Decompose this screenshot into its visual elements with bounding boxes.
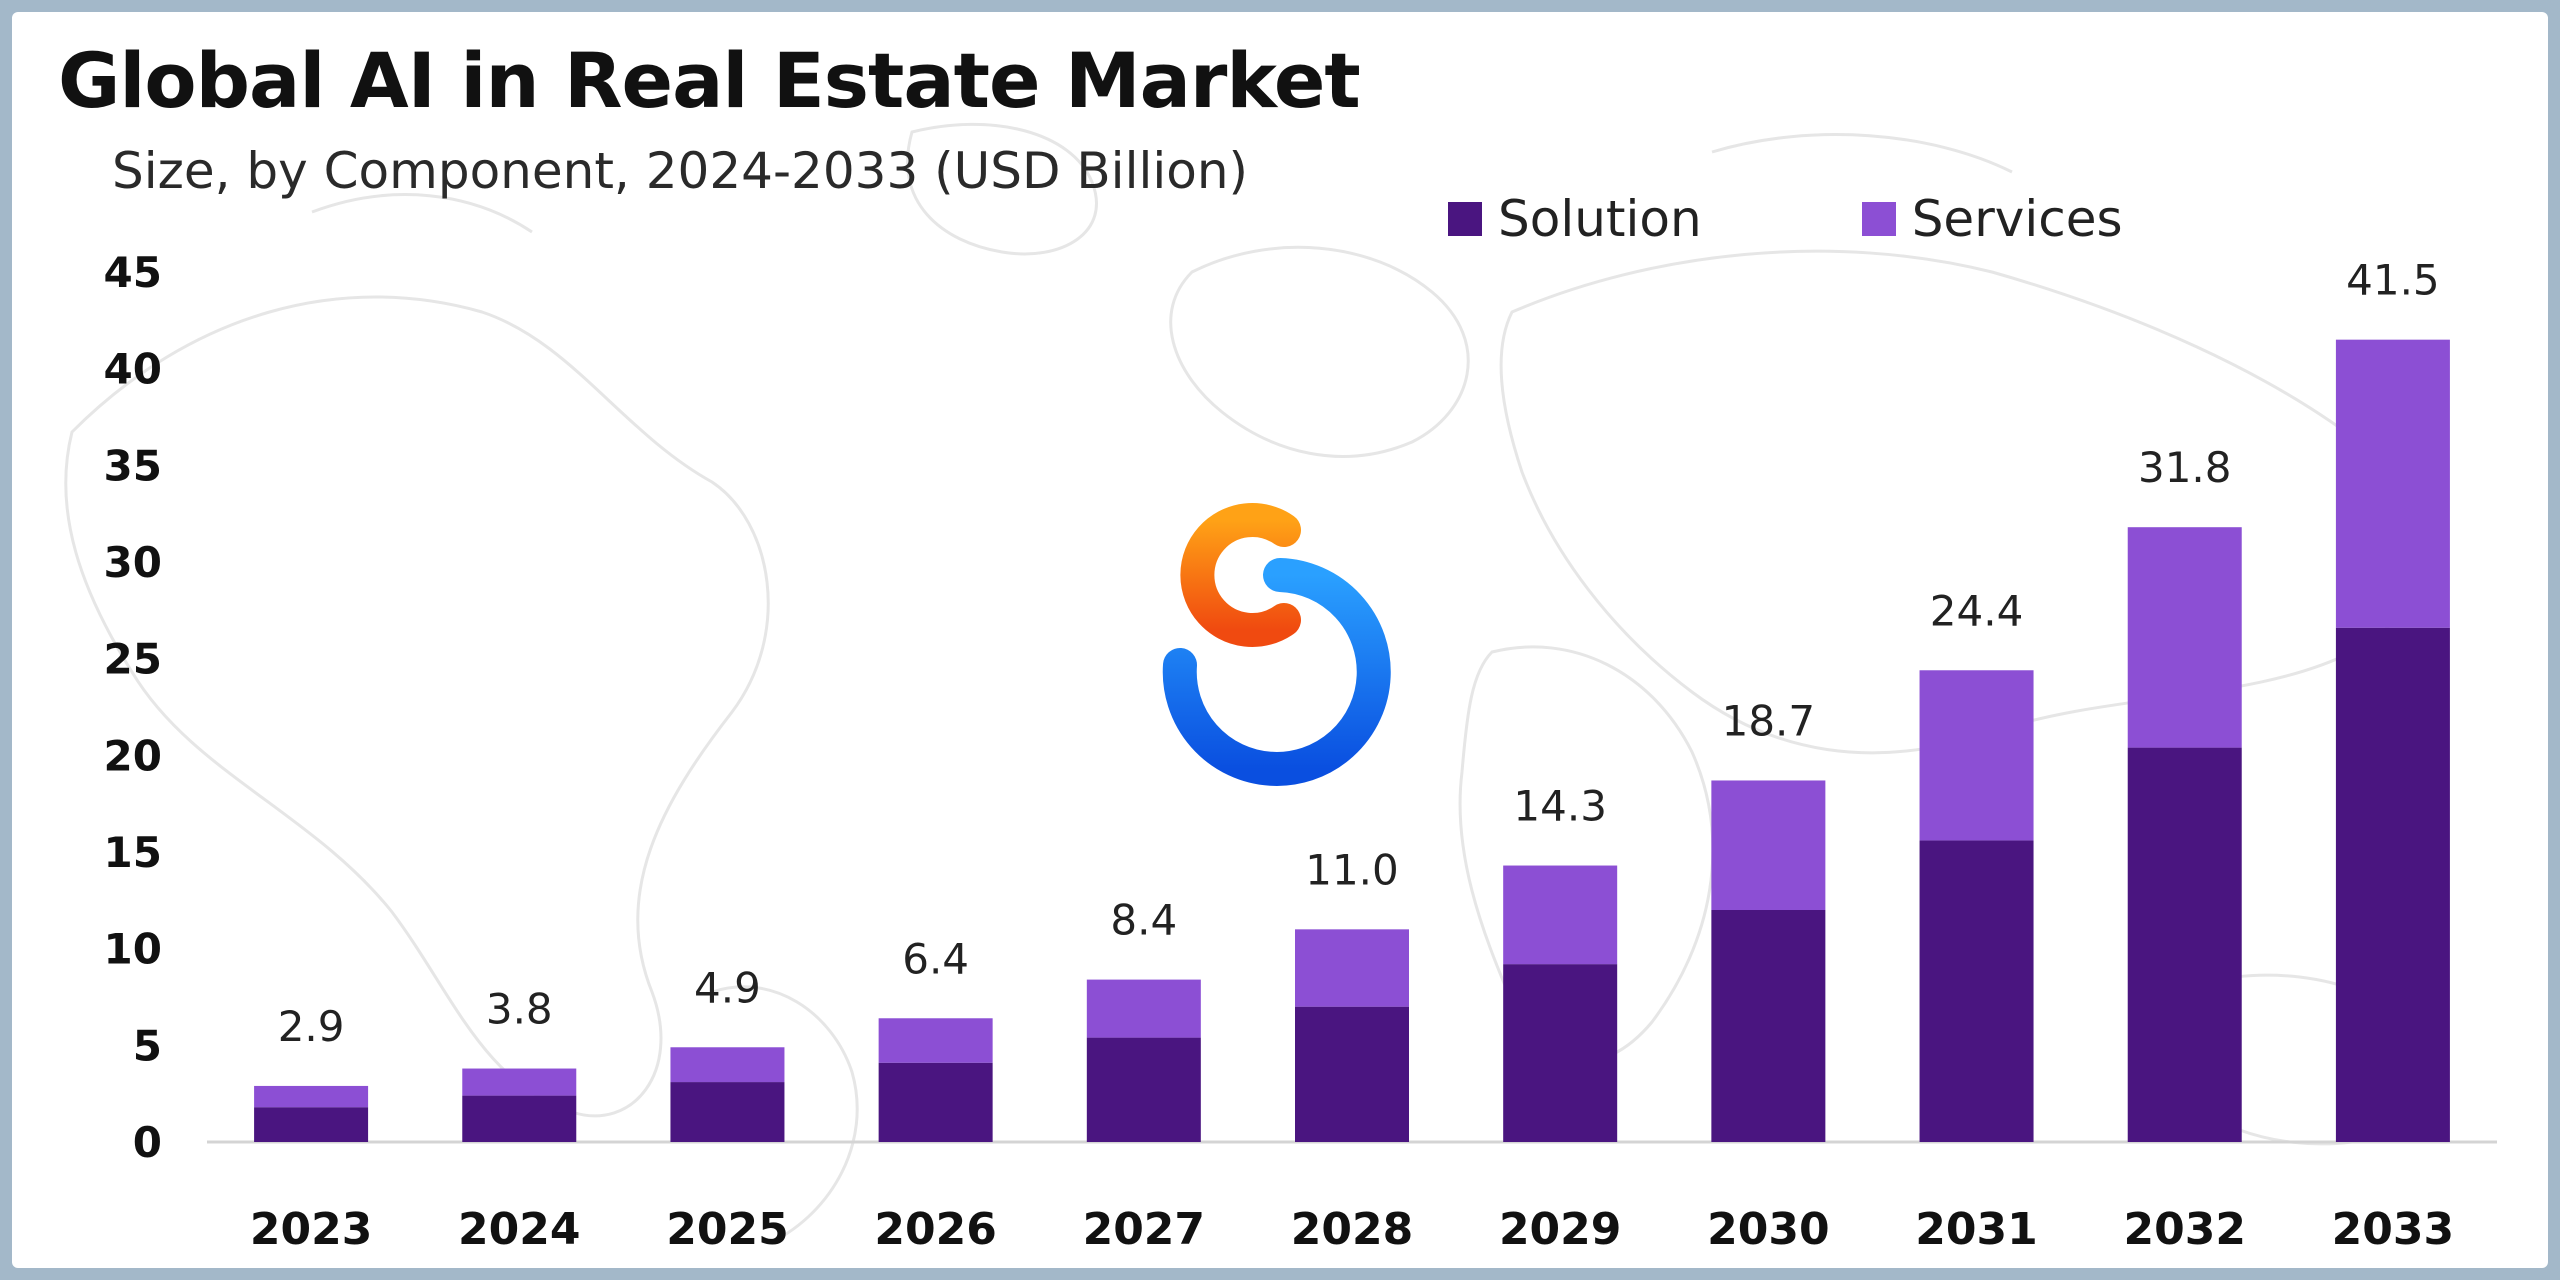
legend-item-services: Services xyxy=(1861,190,2123,248)
bar-solution xyxy=(2127,747,2242,1142)
bar-total-label: 18.7 xyxy=(1722,696,1816,745)
stacked-bar-chart: 0510152025303540452.920233.820244.920256… xyxy=(104,248,2497,1255)
legend: Solution Services xyxy=(1448,190,2283,248)
x-tick-label: 2028 xyxy=(1291,1204,1413,1255)
legend-swatch-services xyxy=(1861,202,1896,236)
x-tick-label: 2030 xyxy=(1707,1204,1829,1255)
bar-total-label: 4.9 xyxy=(694,963,761,1012)
x-tick-label: 2027 xyxy=(1083,1204,1205,1255)
bar-total-label: 24.4 xyxy=(1930,586,2024,635)
y-tick-label: 0 xyxy=(133,1118,162,1167)
x-tick-label: 2025 xyxy=(666,1204,788,1255)
bar-solution xyxy=(2335,627,2450,1142)
y-tick-label: 35 xyxy=(104,441,162,490)
bar-solution xyxy=(1711,910,1826,1142)
bar-services xyxy=(1919,670,2034,841)
bar-solution xyxy=(254,1107,369,1142)
bar-solution xyxy=(878,1062,993,1142)
x-tick-label: 2029 xyxy=(1499,1204,1621,1255)
chart-subtitle: Size, by Component, 2024-2033 (USD Billi… xyxy=(112,142,1249,200)
x-tick-label: 2024 xyxy=(458,1204,580,1255)
bar-services xyxy=(1086,979,1201,1038)
bar-services xyxy=(670,1047,785,1083)
bar-solution xyxy=(1295,1006,1409,1142)
bar-services xyxy=(2127,527,2242,748)
bar-total-label: 2.9 xyxy=(278,1002,345,1051)
y-tick-label: 15 xyxy=(104,828,162,877)
bar-services xyxy=(462,1068,577,1096)
bar-total-label: 14.3 xyxy=(1513,782,1607,831)
bar-total-label: 31.8 xyxy=(2138,443,2232,492)
y-tick-label: 40 xyxy=(104,345,162,394)
bar-services xyxy=(254,1085,369,1108)
chart-frame: Global AI in Real Estate Market Size, by… xyxy=(12,12,2548,1268)
legend-label-services: Services xyxy=(1911,190,2123,248)
x-tick-label: 2026 xyxy=(874,1204,996,1255)
x-tick-label: 2032 xyxy=(2123,1204,2245,1255)
bar-total-label: 41.5 xyxy=(2346,256,2440,305)
y-tick-label: 20 xyxy=(104,731,162,780)
legend-item-solution: Solution xyxy=(1448,190,1702,248)
legend-swatch-solution xyxy=(1448,202,1482,236)
bar-services xyxy=(2335,339,2450,628)
x-tick-label: 2023 xyxy=(250,1204,372,1255)
chart-title: Global AI in Real Estate Market xyxy=(58,36,1361,125)
x-tick-label: 2031 xyxy=(1915,1204,2037,1255)
bar-services xyxy=(878,1018,993,1063)
bar-solution xyxy=(462,1095,577,1142)
bar-total-label: 11.0 xyxy=(1305,845,1399,894)
bar-services xyxy=(1711,780,1826,910)
bar-solution xyxy=(670,1082,785,1142)
y-tick-label: 25 xyxy=(104,635,162,684)
bar-total-label: 8.4 xyxy=(1110,896,1177,945)
x-tick-label: 2033 xyxy=(2332,1204,2454,1255)
y-tick-label: 45 xyxy=(104,248,162,297)
bar-total-label: 6.4 xyxy=(902,934,969,983)
brand-logo xyxy=(1162,503,1391,786)
y-tick-label: 30 xyxy=(104,538,162,587)
bar-services xyxy=(1295,929,1409,1007)
y-tick-label: 5 xyxy=(133,1021,162,1070)
y-tick-label: 10 xyxy=(104,925,162,974)
bar-total-label: 3.8 xyxy=(486,985,553,1034)
legend-label-solution: Solution xyxy=(1498,190,1702,248)
bar-solution xyxy=(1503,964,1618,1142)
bar-solution xyxy=(1919,840,2034,1142)
bar-services xyxy=(1503,865,1618,965)
bar-solution xyxy=(1086,1037,1201,1142)
